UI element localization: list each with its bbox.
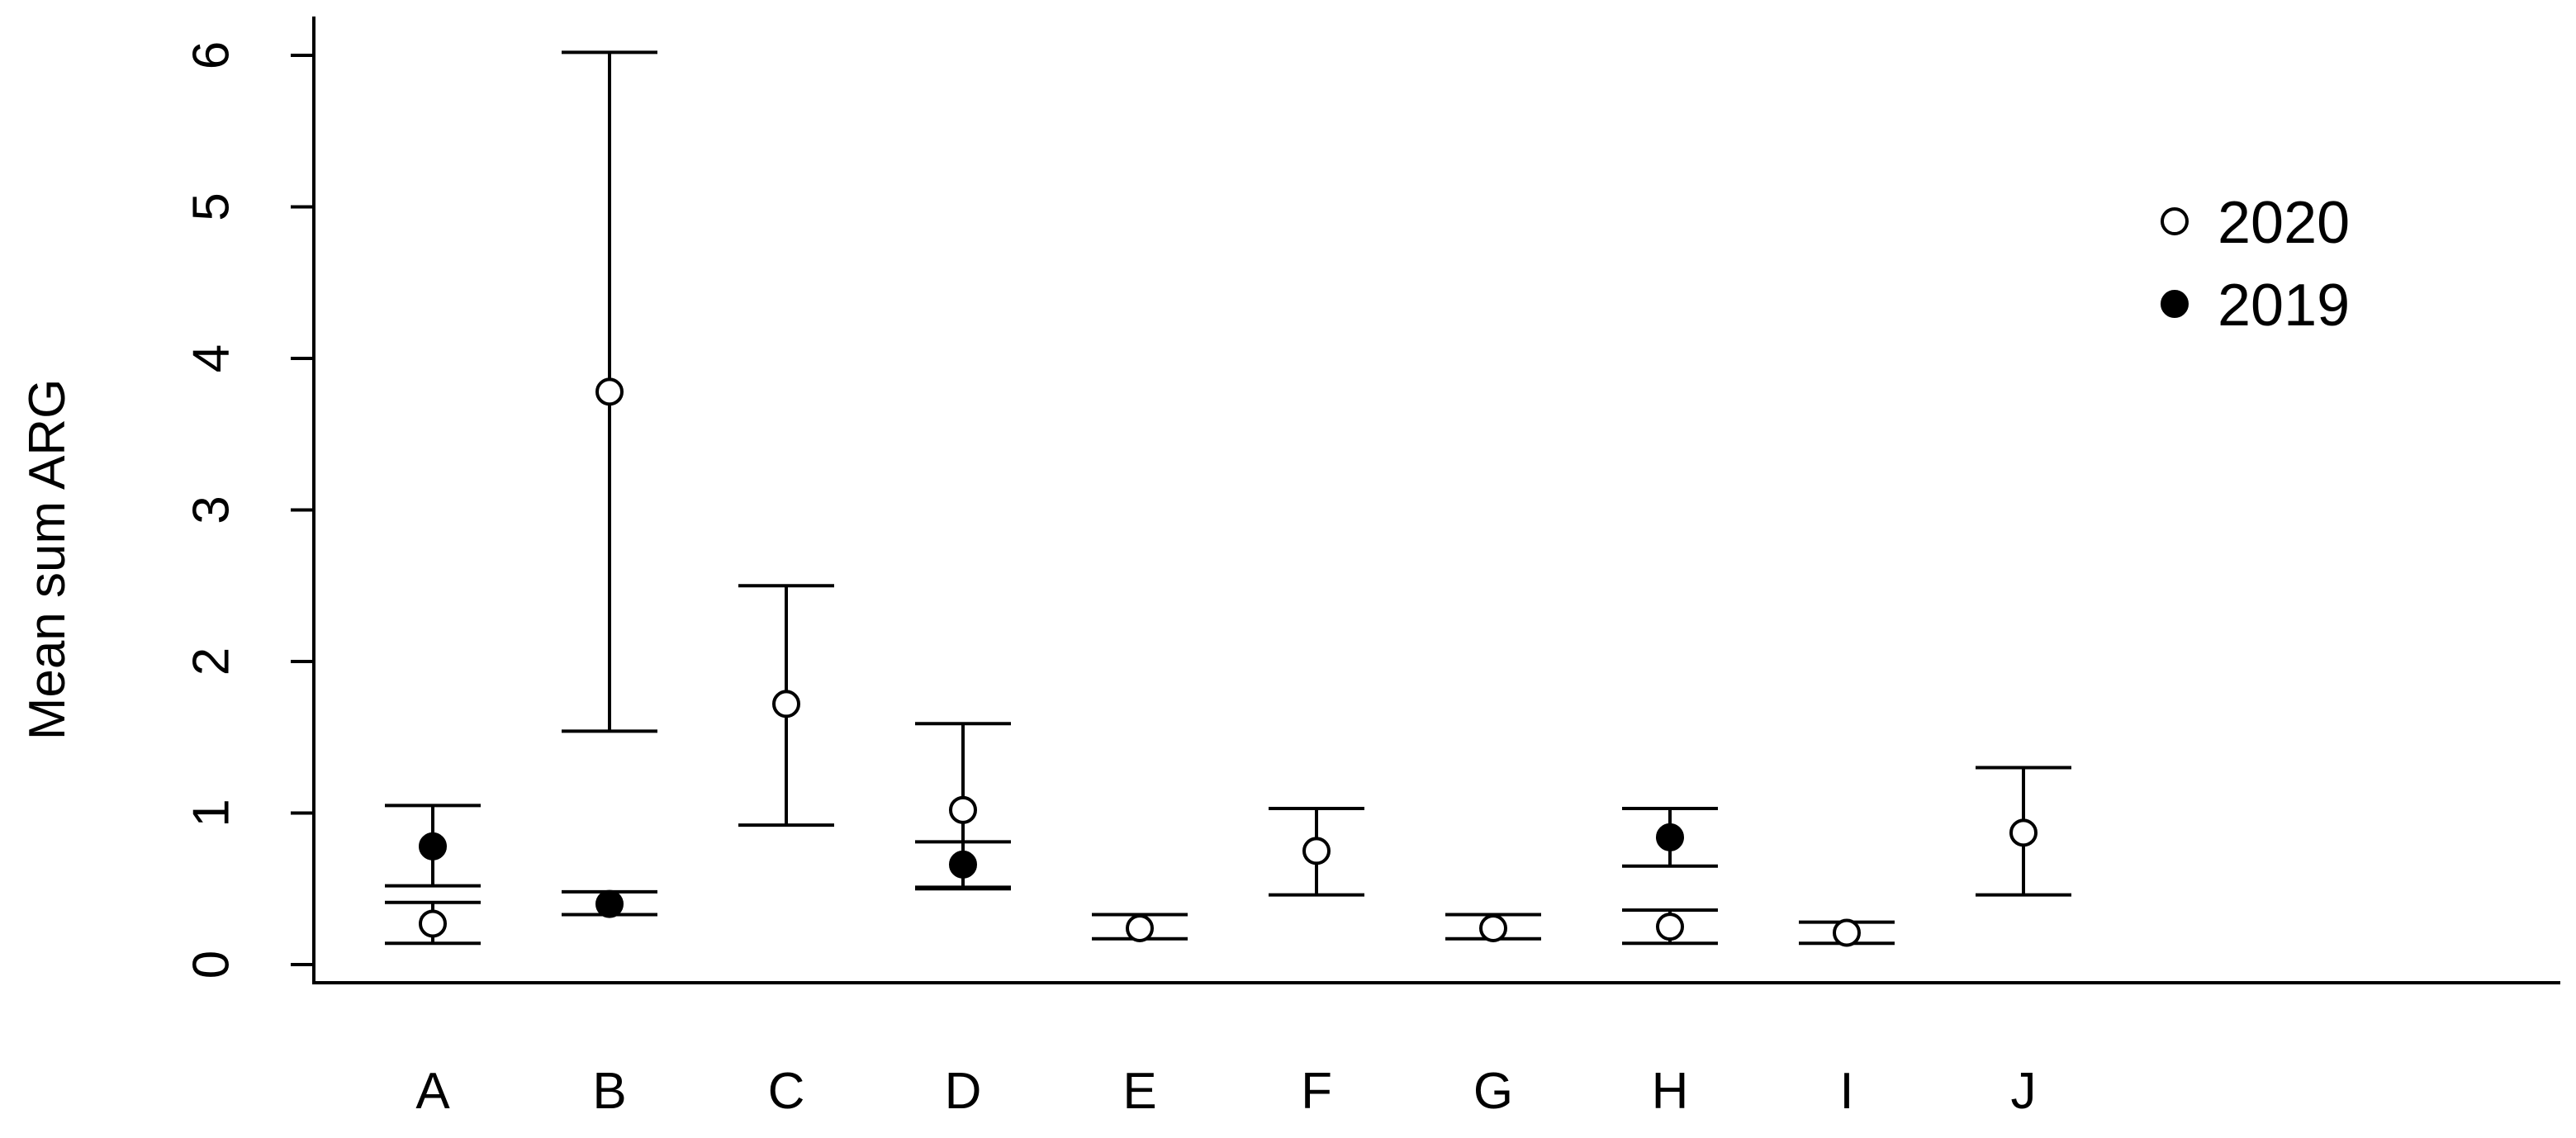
x-axis-tick-labels: A B C D E F G H I J	[415, 1063, 2036, 1120]
point-2019-A	[385, 804, 481, 888]
x-tick-label-b: B	[592, 1063, 626, 1120]
x-tick-label-h: H	[1652, 1063, 1689, 1120]
data-point	[772, 690, 800, 718]
y-tick-label: 5	[183, 192, 240, 220]
data-point	[1833, 918, 1861, 947]
data-point	[2009, 818, 2038, 847]
legend-marker	[2161, 290, 2189, 318]
y-axis-ticks: 0 1 2 3 4 5 6	[183, 41, 314, 979]
data-point	[1126, 913, 1154, 942]
data-point	[1656, 913, 1684, 941]
data-point	[949, 850, 977, 879]
series-2020	[385, 50, 2071, 947]
series-layer	[385, 50, 2071, 947]
x-tick-label-j: J	[2011, 1063, 2037, 1120]
data-point	[1656, 823, 1684, 851]
legend: 2020 2019	[2161, 190, 2350, 339]
x-tick-label-d: D	[945, 1063, 982, 1120]
series-2019	[385, 804, 1718, 918]
point-2020-E	[1092, 913, 1188, 942]
data-point	[595, 377, 624, 406]
legend-label: 2020	[2218, 190, 2350, 256]
axes	[312, 17, 2560, 984]
data-point	[1479, 913, 1507, 942]
point-2020-J	[1976, 766, 2071, 897]
point-2020-C	[738, 584, 834, 827]
point-2020-H	[1622, 908, 1718, 946]
x-tick-label-f: F	[1301, 1063, 1332, 1120]
data-point	[595, 889, 624, 918]
x-tick-label-c: C	[768, 1063, 805, 1120]
point-2020-A	[385, 900, 481, 946]
point-2020-I	[1799, 918, 1895, 947]
y-tick-label: 2	[183, 647, 240, 676]
y-axis-label: Mean sum ARG	[19, 379, 76, 741]
data-point	[419, 909, 447, 938]
y-tick-label: 6	[183, 41, 240, 69]
legend-label: 2019	[2218, 273, 2350, 339]
y-tick-label: 4	[183, 344, 240, 372]
point-2020-G	[1445, 913, 1541, 942]
y-tick-label: 1	[183, 799, 240, 827]
point-2020-B	[562, 50, 657, 733]
x-tick-label-i: I	[1839, 1063, 1853, 1120]
data-point	[1302, 837, 1331, 865]
x-tick-label-e: E	[1122, 1063, 1156, 1120]
point-2019-H	[1622, 806, 1718, 868]
data-point	[419, 832, 447, 861]
point-2020-F	[1269, 806, 1364, 897]
legend-marker	[2161, 207, 2189, 235]
point-2019-B	[562, 889, 657, 918]
legend-item-2020: 2020	[2161, 190, 2350, 256]
y-tick-label: 3	[183, 496, 240, 524]
y-tick-label: 0	[183, 951, 240, 979]
x-tick-label-g: G	[1473, 1063, 1513, 1120]
data-point	[949, 795, 977, 824]
point-2019-D	[915, 840, 1011, 891]
x-tick-label-a: A	[415, 1063, 450, 1120]
legend-item-2019: 2019	[2161, 273, 2350, 339]
axis-frame	[312, 17, 2560, 984]
